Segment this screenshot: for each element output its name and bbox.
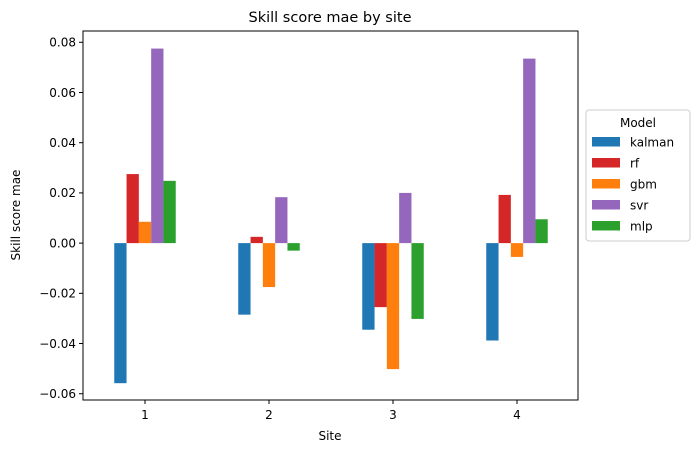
y-tick-label: −0.06	[39, 387, 76, 401]
bars-layer	[114, 48, 548, 384]
bar-svr-site-1	[151, 48, 164, 244]
bar-gbm-site-4	[510, 243, 524, 257]
legend-swatch-gbm	[592, 179, 620, 189]
legend-swatch-mlp	[592, 221, 620, 231]
bar-kalman-site-2	[238, 243, 251, 315]
y-tick-label: 0.02	[49, 186, 76, 200]
bar-kalman-site-3	[362, 243, 375, 330]
y-tick-label: −0.02	[39, 287, 76, 301]
legend-label-rf: rf	[630, 157, 640, 171]
y-tick-label: 0.00	[49, 236, 76, 250]
x-tick-label: 1	[141, 408, 149, 422]
y-tick-label: 0.04	[49, 136, 76, 150]
legend-swatch-kalman	[592, 137, 620, 147]
x-tick-label: 2	[265, 408, 273, 422]
bar-svr-site-2	[275, 197, 288, 244]
x-tick-label: 3	[389, 408, 397, 422]
legend: Model kalman rf gbm svr mlp	[585, 109, 691, 242]
bar-gbm-site-1	[138, 221, 152, 244]
bar-rf-site-3	[374, 243, 387, 308]
y-axis-title: Skill score mae	[9, 170, 23, 261]
bar-rf-site-2	[250, 236, 263, 244]
bar-mlp-site-2	[287, 243, 300, 251]
legend-label-kalman: kalman	[630, 136, 674, 150]
bar-kalman-site-4	[486, 243, 499, 341]
legend-label-mlp: mlp	[630, 220, 653, 234]
chart-title: Skill score mae by site	[249, 10, 412, 26]
x-axis: 1 2 3 4	[141, 400, 521, 422]
bar-gbm-site-2	[262, 243, 276, 288]
legend-swatch-svr	[592, 200, 620, 210]
bar-rf-site-4	[498, 194, 511, 244]
y-tick-label: 0.06	[49, 86, 76, 100]
bar-gbm-site-3	[386, 243, 400, 370]
plot-frame	[82, 30, 579, 401]
legend-label-svr: svr	[630, 199, 648, 213]
bar-rf-site-1	[126, 174, 139, 244]
y-tick-label: −0.04	[39, 337, 76, 351]
x-tick-label: 4	[513, 408, 521, 422]
legend-swatch-rf	[592, 158, 620, 168]
legend-label-gbm: gbm	[630, 178, 657, 192]
bar-mlp-site-1	[163, 180, 176, 244]
y-tick-label: 0.08	[49, 36, 76, 50]
bar-svr-site-4	[523, 58, 536, 244]
bar-svr-site-3	[399, 192, 412, 244]
legend-title: Model	[620, 116, 656, 130]
y-axis: −0.06 −0.04 −0.02 0.00 0.02 0.04 0.06 0.08	[39, 36, 83, 401]
bar-mlp-site-3	[411, 243, 424, 319]
bar-mlp-site-4	[535, 219, 548, 244]
x-axis-title: Site	[318, 429, 341, 443]
bar-kalman-site-1	[114, 243, 127, 384]
